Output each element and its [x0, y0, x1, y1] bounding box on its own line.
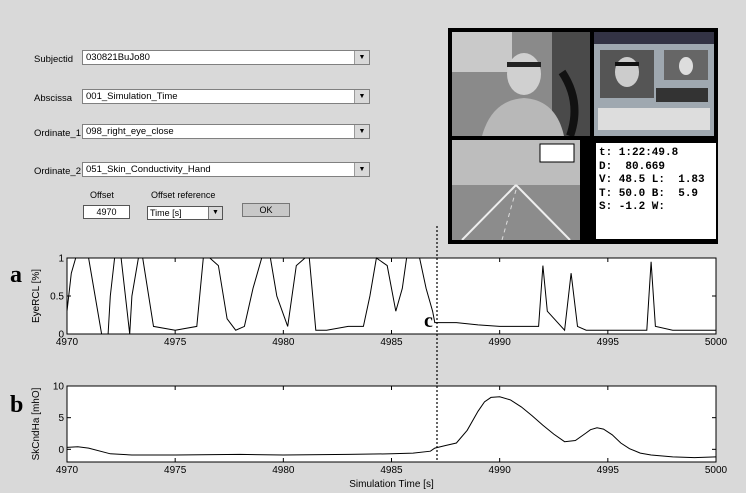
ordinate2-dropdown[interactable]: 051_Skin_Conductivity_Hand ▼	[82, 162, 370, 177]
ordinate1-dropdown[interactable]: 098_right_eye_close ▼	[82, 124, 370, 139]
hud-line: D: 80.669	[599, 160, 666, 173]
x-tick-label: 4970	[56, 465, 79, 476]
x-tick-label: 5000	[705, 337, 728, 348]
x-tick-label: 4995	[597, 337, 620, 348]
driver-figure-icon	[452, 32, 590, 136]
offset-reference-value: Time [s]	[150, 208, 182, 218]
subjectid-dropdown[interactable]: 030821BuJo80 ▼	[82, 50, 370, 65]
panel-letter-c: c	[424, 310, 433, 332]
chevron-down-icon[interactable]: ▼	[208, 207, 222, 219]
y-tick-label: 5	[58, 413, 64, 424]
x-tick-label: 5000	[705, 465, 728, 476]
chevron-down-icon[interactable]: ▼	[354, 51, 369, 64]
screen-capture-icon	[594, 32, 714, 136]
road-scene-icon	[452, 140, 580, 240]
y-axis-label: EyeRCL [%]	[31, 269, 42, 323]
abscissa-label: Abscissa	[34, 93, 73, 104]
y-tick-label: 0	[58, 330, 64, 341]
video-panel	[448, 28, 718, 244]
offset-label: Offset	[90, 190, 114, 200]
vehicle-telemetry-readout: t: 1:22:49.8 D: 80.669 V: 48.5 L: 1.83 T: 5…	[596, 143, 716, 239]
offset-input[interactable]: 4970	[83, 205, 130, 219]
hud-line: S: -1.2 W:	[599, 201, 666, 213]
chevron-down-icon[interactable]: ▼	[354, 125, 369, 138]
x-tick-label: 4990	[489, 337, 512, 348]
y-tick-label: 10	[53, 382, 65, 393]
chevron-down-icon[interactable]: ▼	[354, 90, 369, 103]
offset-reference-label: Offset reference	[151, 190, 216, 200]
ok-button[interactable]: OK	[242, 203, 290, 217]
panel-letter-b: b	[10, 392, 24, 418]
x-tick-label: 4980	[272, 337, 295, 348]
y-tick-label: 0.5	[50, 292, 64, 303]
driver-camera-view	[452, 32, 590, 136]
plot-area	[66, 385, 717, 463]
hud-line: t: 1:22:49.8	[599, 147, 679, 159]
x-tick-label: 4985	[380, 465, 403, 476]
software-screen-view	[594, 32, 714, 136]
x-tick-label: 4975	[164, 337, 187, 348]
x-tick-label: 4970	[56, 337, 79, 348]
offset-reference-select[interactable]: Time [s] ▼	[147, 206, 223, 220]
ordinate1-value: 098_right_eye_close	[86, 126, 174, 137]
ordinate2-value: 051_Skin_Conductivity_Hand	[86, 164, 211, 175]
panel-letter-a: a	[10, 262, 22, 288]
x-tick-label: 4985	[380, 337, 403, 348]
hud-line: V: 48.5 L: 1.83	[599, 174, 705, 186]
x-axis-label: Simulation Time [s]	[349, 479, 434, 490]
y-axis-label: SkCndHa [mhO]	[31, 387, 42, 460]
y-tick-label: 0	[58, 445, 64, 456]
subjectid-label: Subjectid	[34, 54, 74, 65]
x-tick-label: 4990	[489, 465, 512, 476]
x-tick-label: 4995	[597, 465, 620, 476]
x-tick-label: 4980	[272, 465, 295, 476]
chevron-down-icon[interactable]: ▼	[354, 163, 369, 176]
abscissa-value: 001_Simulation_Time	[86, 91, 178, 102]
series-line	[66, 257, 716, 335]
abscissa-dropdown[interactable]: 001_Simulation_Time ▼	[82, 89, 370, 104]
series-line	[66, 396, 717, 459]
ordinate2-label: Ordinate_2	[34, 166, 82, 177]
subjectid-value: 030821BuJo80	[86, 52, 150, 63]
y-tick-label: 1	[58, 254, 64, 265]
plot-area	[66, 257, 717, 335]
ordinate1-label: Ordinate_1	[34, 128, 82, 139]
x-tick-label: 4975	[164, 465, 187, 476]
road-scene-view	[452, 140, 580, 240]
hud-line: T: 50.0 B: 5.9	[599, 187, 699, 200]
